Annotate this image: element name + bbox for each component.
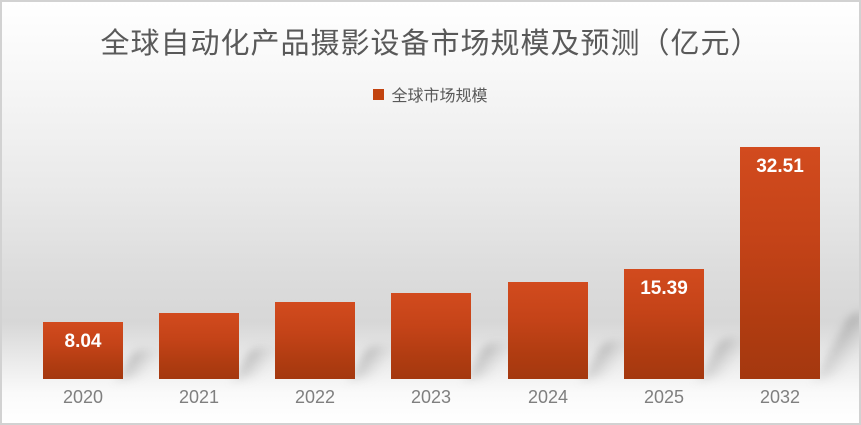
bar-2021 — [159, 313, 239, 379]
x-axis-label-2024: 2024 — [527, 387, 569, 407]
bar-2024 — [508, 282, 588, 379]
chart-title: 全球自动化产品摄影设备市场规模及预测（亿元） — [100, 28, 761, 60]
legend-label: 全球市场规模 — [391, 88, 488, 105]
x-axis-label-2032: 2032 — [759, 387, 801, 407]
bar-2020: 8.04 — [43, 322, 123, 379]
x-axis-label-2025: 2025 — [643, 387, 685, 407]
bar-value-label: 32.51 — [756, 156, 804, 177]
bar-2025: 15.39 — [624, 269, 704, 379]
x-axis-label-2021: 2021 — [178, 387, 220, 407]
legend-marker-icon — [373, 88, 385, 100]
x-axis-label-2022: 2022 — [294, 387, 336, 407]
legend: 全球市场规模 — [2, 82, 859, 106]
bar-shadow — [816, 313, 859, 379]
bar-2023 — [391, 293, 471, 379]
bar-value-label: 15.39 — [640, 278, 688, 299]
bar-2022 — [275, 302, 355, 379]
bar-2032: 32.51 — [740, 147, 820, 379]
x-axis-label-2023: 2023 — [410, 387, 452, 407]
x-axis-label-2020: 2020 — [62, 387, 104, 407]
bar-value-label: 8.04 — [64, 331, 102, 352]
